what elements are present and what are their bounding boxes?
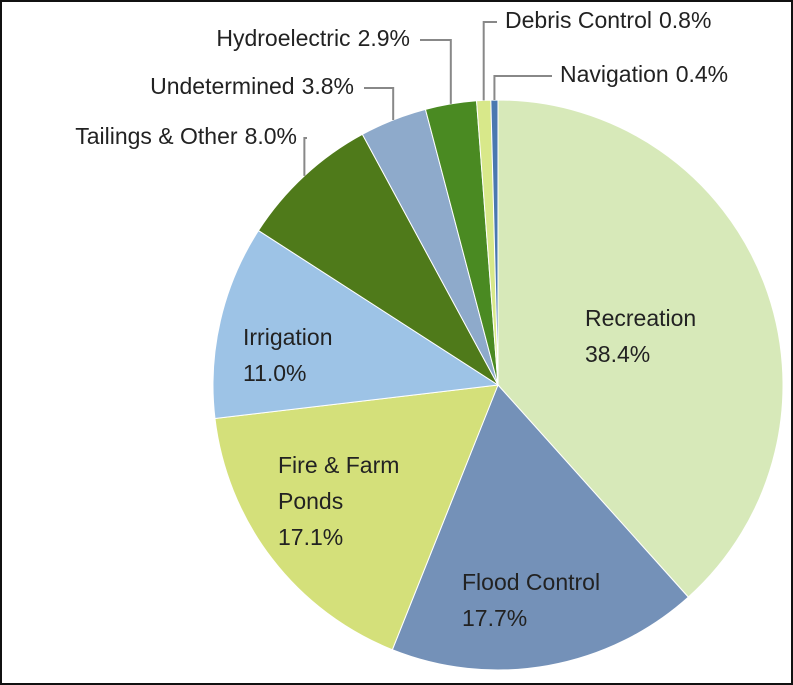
pie-slice — [257, 133, 499, 386]
slice-value: 17.1% — [278, 524, 344, 550]
slice-label: Debris Control 0.8% — [505, 7, 711, 33]
slice-value: 8.0% — [245, 123, 297, 149]
slice-name: Fire & Farm Ponds — [278, 452, 400, 514]
slice-name: Undetermined — [150, 73, 294, 99]
pie-slice — [497, 99, 784, 598]
slice-label: Recreation 38.4% — [585, 300, 785, 372]
slice-value: 38.4% — [585, 341, 651, 367]
slice-label: Flood Control 17.7% — [462, 564, 682, 636]
slice-label: Navigation 0.4% — [560, 61, 728, 87]
slice-label: Hydroelectric 2.9% — [216, 25, 410, 51]
slice-label: Tailings & Other 8.0% — [75, 123, 297, 149]
slice-name: Recreation — [585, 305, 697, 331]
slice-name: Hydroelectric — [216, 25, 350, 51]
slice-value: 2.9% — [358, 25, 410, 51]
leader-line — [420, 39, 452, 104]
slice-label: Irrigation 11.0% — [243, 319, 393, 391]
slice-label: Undetermined 3.8% — [150, 73, 354, 99]
slice-name: Navigation — [560, 61, 669, 87]
slice-name: Debris Control — [505, 7, 652, 33]
slice-label: Fire & Farm Ponds 17.1% — [278, 447, 448, 555]
pie-slice — [490, 99, 499, 386]
slice-name: Tailings & Other — [75, 123, 238, 149]
pie-slice — [391, 384, 690, 671]
slice-name: Flood Control — [462, 569, 601, 595]
slice-value: 11.0% — [243, 360, 307, 386]
leader-line — [493, 75, 552, 101]
slice-name: Irrigation — [243, 324, 333, 350]
pie-slice — [214, 384, 499, 651]
slice-value: 0.4% — [676, 61, 728, 87]
slice-value: 0.8% — [659, 7, 711, 33]
slice-value: 17.7% — [462, 605, 528, 631]
pie-slice — [212, 229, 500, 420]
leader-line — [364, 87, 395, 120]
leader-line — [303, 137, 307, 176]
slice-value: 3.8% — [302, 73, 354, 99]
leader-line — [482, 21, 497, 101]
